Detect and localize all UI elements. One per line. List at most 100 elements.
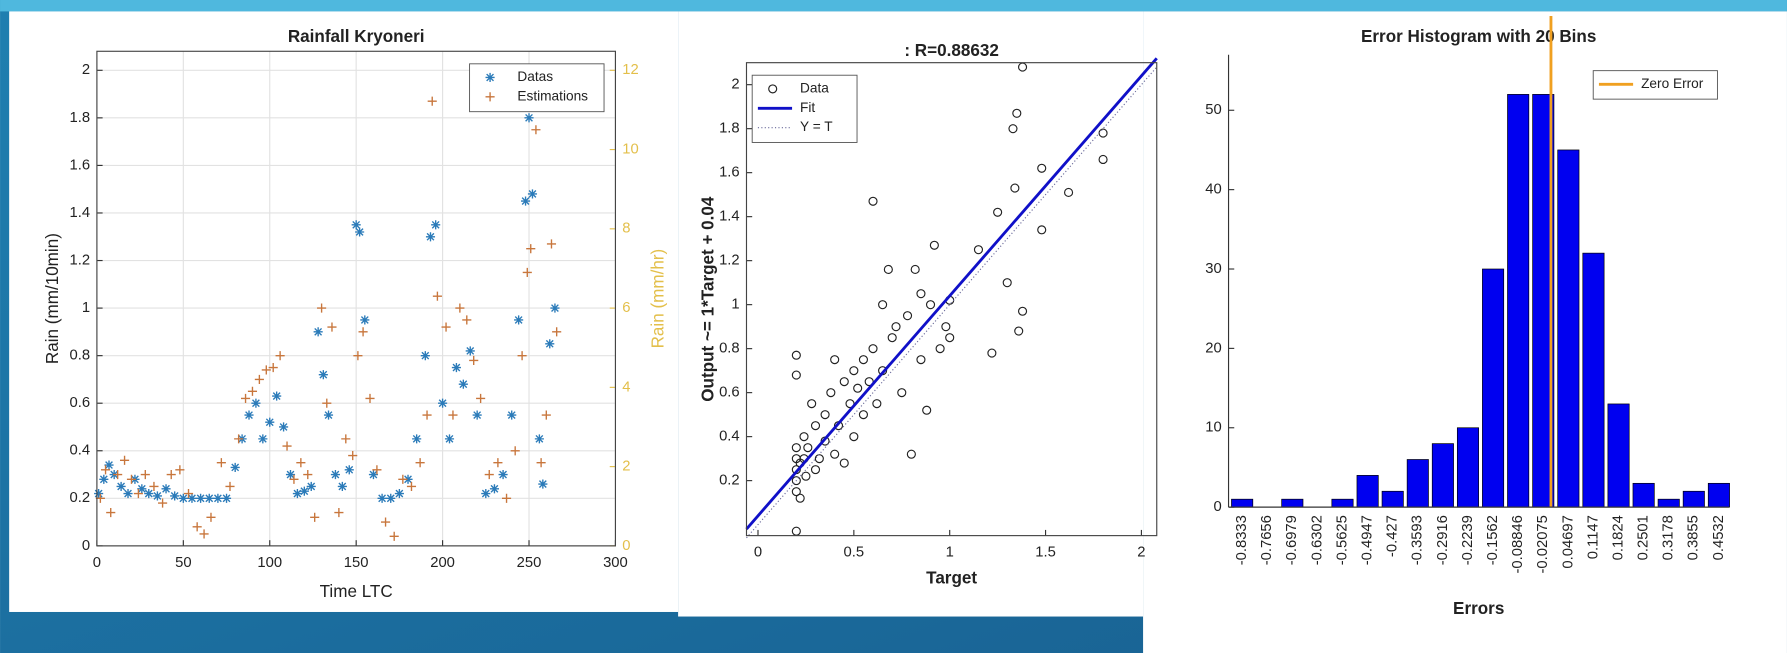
point — [527, 189, 538, 199]
x-tick-label: 0.04697 — [1560, 515, 1576, 569]
point — [398, 474, 408, 484]
point — [853, 383, 863, 393]
point — [883, 264, 893, 275]
chart-title: Rainfall Kryoneri — [288, 27, 425, 46]
x-axis-label: Errors — [1453, 599, 1504, 618]
point — [517, 351, 527, 361]
point — [221, 493, 232, 503]
point — [234, 434, 244, 444]
x-tick-label: 0.3178 — [1661, 515, 1677, 560]
chart-title: : R=0.88632 — [904, 41, 998, 60]
point — [192, 522, 202, 532]
point — [458, 379, 468, 389]
point — [803, 443, 813, 453]
top-strip — [0, 0, 1787, 12]
point — [254, 374, 264, 384]
point — [925, 300, 936, 310]
x-tick-label: 0 — [93, 555, 101, 571]
x-tick-label: 200 — [430, 555, 455, 571]
point — [820, 410, 830, 420]
point — [868, 344, 878, 354]
point — [337, 481, 347, 491]
bar — [1456, 427, 1479, 508]
legend-symbol — [485, 72, 495, 83]
point — [358, 327, 368, 337]
x-tick-label: 2 — [1137, 545, 1145, 561]
point — [791, 370, 801, 380]
point — [916, 289, 926, 299]
point — [161, 484, 171, 494]
y-tick-label: 50 — [1205, 102, 1221, 118]
point — [100, 465, 111, 475]
point — [810, 465, 821, 475]
point — [322, 398, 332, 408]
point — [292, 489, 302, 499]
x-tick-label: -0.427 — [1385, 515, 1401, 557]
point — [872, 399, 882, 409]
point — [1012, 108, 1022, 118]
legend-label: Datas — [517, 69, 553, 84]
point — [106, 508, 116, 518]
point — [348, 450, 358, 461]
point — [415, 458, 425, 468]
point — [465, 346, 475, 356]
point — [935, 344, 945, 354]
point — [455, 303, 465, 313]
point — [1017, 306, 1028, 316]
legend-label: Data — [800, 80, 829, 95]
point — [791, 350, 801, 360]
bar — [1507, 94, 1530, 508]
x-tick-label: 1 — [946, 545, 954, 561]
bar — [1281, 498, 1304, 508]
bar — [1431, 443, 1454, 508]
point — [244, 410, 254, 420]
y-tick-label: 2 — [82, 62, 90, 78]
point — [526, 244, 536, 254]
point — [368, 469, 379, 480]
bar — [1557, 149, 1580, 508]
y2-tick-label: 8 — [622, 221, 630, 237]
point — [1008, 124, 1018, 134]
y-tick-label: 1.2 — [719, 253, 740, 269]
y-tick-label: 0.6 — [69, 395, 90, 411]
x-tick-label: 0.4532 — [1711, 515, 1727, 560]
point — [247, 386, 258, 396]
point — [469, 355, 479, 365]
legend-label: Zero Error — [1641, 76, 1704, 91]
point — [225, 481, 235, 491]
point — [916, 355, 926, 365]
x-tick-label: -0.7656 — [1259, 515, 1275, 565]
point — [546, 239, 557, 249]
point — [1002, 278, 1012, 288]
y2-tick-label: 2 — [622, 459, 630, 475]
point — [360, 315, 370, 325]
x-tick-label: -0.5625 — [1334, 515, 1350, 565]
point — [520, 196, 531, 206]
y-tick-label: 1.4 — [69, 205, 90, 221]
x-tick-label: 0.2501 — [1636, 515, 1652, 560]
point — [317, 303, 327, 313]
point — [116, 481, 126, 491]
x-tick-label: -0.1562 — [1485, 515, 1501, 565]
x-tick-label: 100 — [257, 555, 282, 571]
point — [538, 479, 548, 489]
point — [1037, 225, 1047, 235]
y-tick-label: 30 — [1205, 261, 1221, 277]
bar — [1331, 498, 1354, 508]
point — [94, 489, 104, 499]
point — [279, 422, 289, 432]
y-tick-label: 2 — [731, 77, 739, 93]
point — [258, 434, 268, 444]
x-tick-label: -0.6979 — [1284, 515, 1300, 565]
point — [801, 471, 811, 481]
point — [868, 196, 878, 206]
y-tick-label: 1.2 — [69, 252, 90, 268]
point — [814, 454, 824, 464]
point — [272, 391, 282, 401]
point — [987, 348, 997, 358]
bar — [1607, 403, 1630, 508]
point — [524, 113, 534, 123]
x-tick-label: 0.1147 — [1585, 515, 1601, 559]
point — [425, 232, 436, 242]
